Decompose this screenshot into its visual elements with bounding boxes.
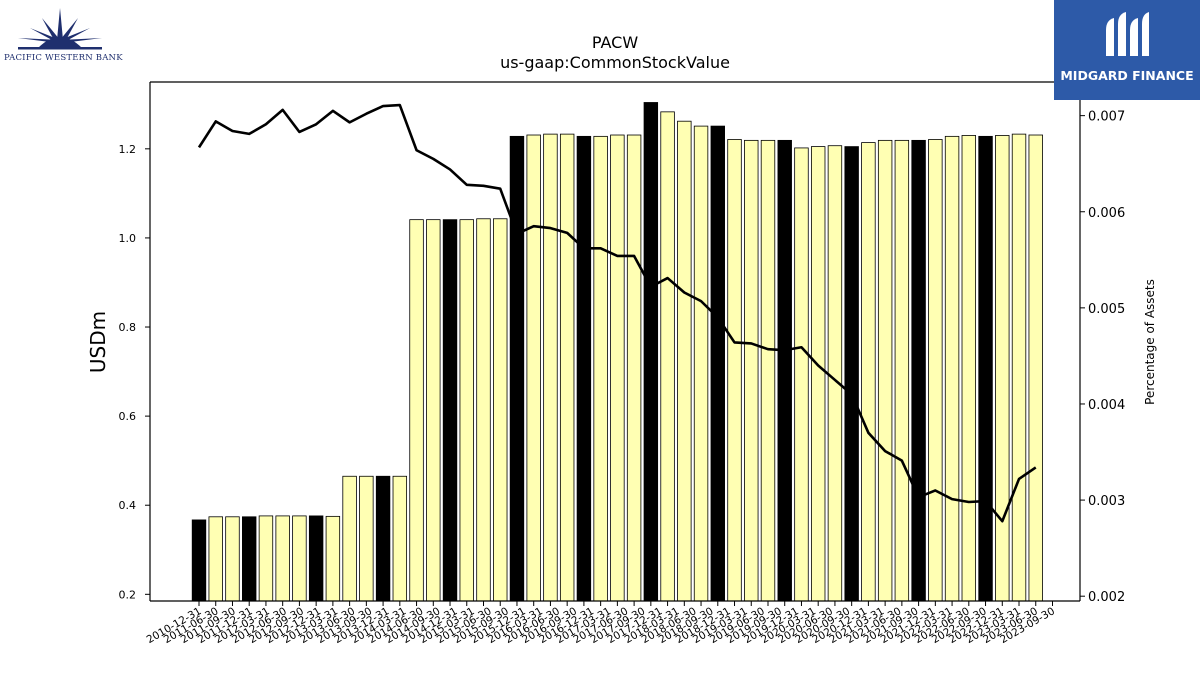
bar (928, 139, 943, 602)
bar (610, 134, 625, 602)
bar (1011, 133, 1027, 602)
line-group (197, 103, 1037, 523)
bar (191, 519, 207, 602)
bar (258, 515, 274, 602)
y-axis-label: USDm (86, 311, 110, 373)
bar (225, 516, 240, 602)
bar (208, 516, 223, 602)
bar (660, 111, 675, 602)
bar (995, 135, 1010, 602)
bar (292, 515, 307, 602)
bar (944, 135, 960, 602)
bar (894, 139, 910, 602)
bar (426, 219, 441, 602)
bar (509, 135, 525, 602)
bar (325, 515, 341, 602)
y2-tick-label: 0.007 (1088, 110, 1125, 125)
y2-tick-label: 0.002 (1088, 590, 1125, 605)
bar (392, 475, 408, 602)
bar (744, 139, 759, 602)
percentage-line (197, 103, 1037, 523)
pacific-western-bank-logo: PACIFIC WESTERN BANK (4, 4, 123, 66)
bars-group (191, 102, 1043, 602)
chart-subtitle: us-gaap:CommonStockValue (500, 53, 730, 72)
sunburst-logo-icon (18, 8, 102, 50)
y2-tick-label: 0.006 (1088, 206, 1125, 221)
bar (777, 139, 792, 602)
bar (693, 125, 709, 602)
bar (911, 139, 926, 602)
y-tick-label: 0.6 (119, 410, 137, 423)
left-logo-caption: PACIFIC WESTERN BANK (4, 53, 123, 63)
bar (710, 125, 725, 602)
bar (626, 134, 642, 602)
y2-tick-label: 0.003 (1088, 494, 1125, 509)
bar (576, 135, 592, 602)
bar (794, 147, 809, 602)
bar (827, 145, 843, 602)
bar (543, 133, 558, 602)
bar (1028, 134, 1043, 602)
bar (493, 218, 508, 602)
bar (241, 516, 257, 602)
axes-group: 0.2 0.4 0.6 0.8 1.0 1.2 0.002 0.003 0.004 0.005 0.… (119, 81, 1125, 646)
bar (442, 219, 458, 602)
bar (593, 135, 608, 602)
bar (961, 135, 977, 602)
bar (643, 102, 659, 602)
bar (810, 146, 826, 602)
bar (877, 139, 893, 602)
midgard-finance-logo: MIDGARD FINANCE (1054, 0, 1200, 100)
bar (760, 139, 776, 602)
y2-tick-label: 0.005 (1088, 302, 1125, 317)
bar (559, 133, 575, 602)
bar (861, 142, 876, 602)
bar (844, 146, 859, 602)
bar (342, 475, 357, 602)
y-tick-label: 0.4 (119, 499, 137, 512)
y-tick-label: 0.2 (119, 588, 137, 601)
bar (275, 515, 290, 602)
bar (459, 219, 474, 602)
bar (409, 219, 424, 602)
bar (476, 218, 491, 602)
right-logo-caption: MIDGARD FINANCE (1060, 68, 1194, 83)
bar (727, 139, 742, 602)
chart-title: PACW (592, 33, 638, 52)
y2-tick-label: 0.004 (1088, 398, 1125, 413)
bar (526, 134, 541, 602)
midgard-monogram-icon (1106, 12, 1149, 56)
y2-axis-label: Percentage of Assets (1143, 279, 1157, 405)
y-tick-label: 1.2 (119, 143, 137, 156)
bar (978, 135, 993, 602)
bar (375, 475, 391, 602)
bar (308, 515, 324, 602)
y-tick-label: 0.8 (119, 321, 137, 334)
bar (677, 120, 692, 602)
bar (359, 475, 374, 602)
y-tick-label: 1.0 (119, 232, 137, 245)
